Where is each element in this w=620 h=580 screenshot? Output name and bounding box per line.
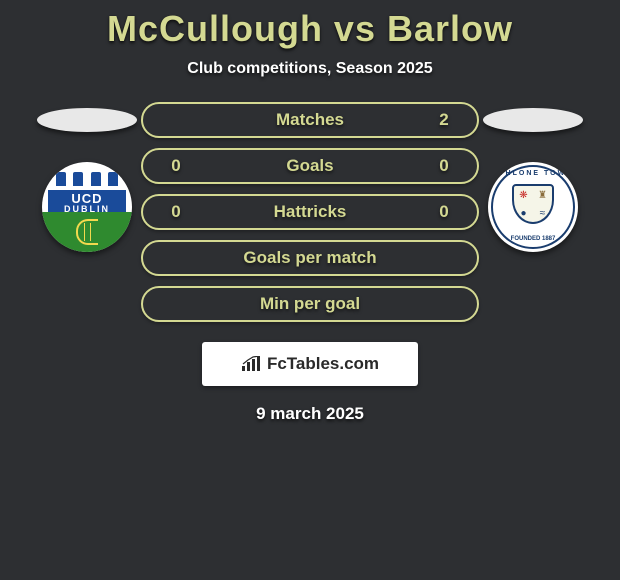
stat-row-matches: Matches 2 — [141, 102, 479, 138]
stat-left-value: 0 — [161, 202, 191, 222]
stats-column: Matches 2 0 Goals 0 0 Hattricks 0 Goals … — [137, 102, 483, 332]
stat-left-value: 0 — [161, 156, 191, 176]
stat-label: Goals per match — [191, 248, 429, 268]
right-placeholder-ellipse — [483, 108, 583, 132]
left-club-crest: UCD DUBLIN — [42, 162, 132, 252]
athlone-castle-icon: ♜ — [533, 186, 552, 204]
stat-label: Min per goal — [191, 294, 429, 314]
left-placeholder-ellipse — [37, 108, 137, 132]
athlone-ring-text-top: ATHLONE TOWN — [488, 170, 578, 177]
stat-row-goals-per-match: Goals per match — [141, 240, 479, 276]
stat-row-hattricks: 0 Hattricks 0 — [141, 194, 479, 230]
brand-label: FcTables.com — [267, 354, 379, 374]
brand-link[interactable]: FcTables.com — [202, 342, 418, 386]
main-row: UCD DUBLIN Matches 2 0 Goals 0 0 H — [0, 102, 620, 332]
comparison-card: McCullough vs Barlow Club competitions, … — [0, 0, 620, 424]
athlone-shield: ❋ ♜ ● ≈ — [512, 184, 554, 224]
right-club-crest: ATHLONE TOWN ❋ ♜ ● ≈ FOUNDED 1887 — [488, 162, 578, 252]
stat-row-goals: 0 Goals 0 — [141, 148, 479, 184]
athlone-ring-text-bottom: FOUNDED 1887 — [488, 236, 578, 242]
stat-label: Goals — [191, 156, 429, 176]
page-subtitle: Club competitions, Season 2025 — [0, 60, 620, 78]
stat-label: Matches — [191, 110, 429, 130]
athlone-lion-icon: ❋ — [514, 186, 533, 204]
chart-icon — [241, 356, 261, 372]
left-club-column: UCD DUBLIN — [37, 102, 137, 252]
right-club-column: ATHLONE TOWN ❋ ♜ ● ≈ FOUNDED 1887 — [483, 102, 583, 252]
stat-row-min-per-goal: Min per goal — [141, 286, 479, 322]
stat-right-value: 0 — [429, 202, 459, 222]
ucd-crest-buildings — [52, 170, 122, 188]
ucd-crest-harp-field — [42, 212, 132, 252]
athlone-ball-icon: ● — [514, 204, 533, 222]
stat-right-value: 0 — [429, 156, 459, 176]
page-title: McCullough vs Barlow — [0, 8, 620, 50]
harp-icon — [76, 219, 98, 245]
stat-label: Hattricks — [191, 202, 429, 222]
athlone-wave-icon: ≈ — [533, 204, 552, 222]
footer-date: 9 march 2025 — [0, 404, 620, 424]
stat-right-value: 2 — [429, 110, 459, 130]
